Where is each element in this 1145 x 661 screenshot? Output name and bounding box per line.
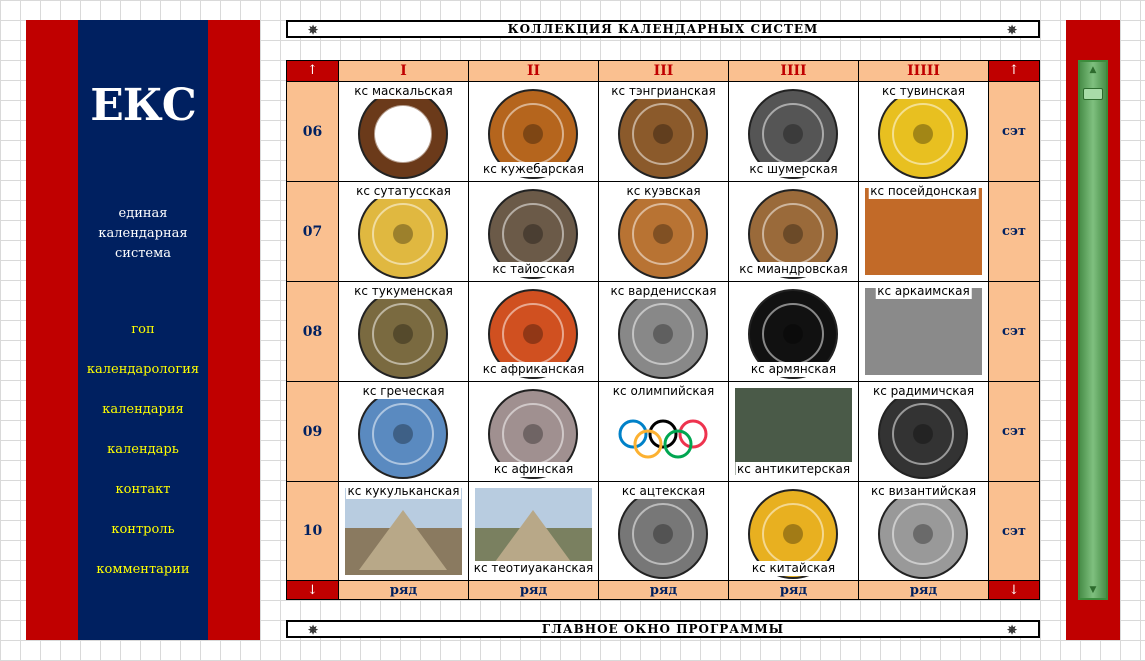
row-set-button[interactable]: сэт — [989, 82, 1039, 181]
calendar-system-tile[interactable]: кс олимпийская — [599, 382, 728, 481]
calendar-system-tile[interactable]: кс афинская — [469, 382, 598, 481]
tile-caption: кс маскальская — [352, 84, 455, 99]
ornament-icon: ✵ — [1006, 623, 1018, 637]
tile-caption: кс радимичская — [870, 384, 977, 399]
tile-caption: кс африканская — [480, 362, 587, 377]
calendar-system-tile[interactable]: кс варденисская — [599, 282, 728, 381]
tile-caption: кс миандровская — [737, 262, 850, 277]
calendar-system-tile[interactable]: кс кукульканская — [339, 482, 468, 580]
calendar-system-tile[interactable]: кс армянская — [729, 282, 858, 381]
scroll-down-arrow[interactable]: ↓ — [287, 581, 338, 599]
calendar-system-tile[interactable]: кс антикитерская — [729, 382, 858, 481]
tile-caption: кс посейдонская — [868, 184, 979, 199]
calendar-system-tile[interactable]: кс китайская — [729, 482, 858, 580]
header-title: КОЛЛЕКЦИЯ КАЛЕНДАРНЫХ СИСТЕМ — [507, 22, 819, 36]
column-header: III — [599, 61, 728, 81]
tile-caption: кс кукульканская — [345, 484, 462, 499]
row-set-button[interactable]: сэт — [989, 282, 1039, 381]
footer-title: ГЛАВНОЕ ОКНО ПРОГРАММЫ — [541, 622, 785, 636]
ornament-icon: ✵ — [308, 623, 320, 637]
tile-caption: кс сутатусская — [354, 184, 453, 199]
tile-caption: кс афинская — [491, 462, 576, 477]
calendar-system-tile[interactable]: кс посейдонская — [859, 182, 988, 281]
row-set-button[interactable]: сэт — [989, 482, 1039, 580]
calendar-system-tile[interactable]: кс шумерская — [729, 82, 858, 181]
calendar-system-tile[interactable]: кс тайосская — [469, 182, 598, 281]
row-button[interactable]: ряд — [339, 581, 468, 599]
vertical-scrollbar[interactable]: ▲ ▼ — [1078, 60, 1108, 600]
nav-link[interactable]: контакт — [115, 482, 171, 497]
row-label: 08 — [287, 282, 338, 381]
ornament-icon: ✵ — [308, 23, 320, 37]
scroll-up-arrow[interactable]: ↑ — [287, 61, 338, 81]
nav-link[interactable]: календарь — [107, 442, 179, 457]
calendar-system-tile[interactable]: кс радимичская — [859, 382, 988, 481]
tile-caption: кс китайская — [749, 561, 838, 576]
column-header: IIIII — [859, 61, 988, 81]
tile-caption: кс ацтекская — [619, 484, 708, 499]
left-sidebar-panel — [78, 20, 208, 640]
tile-caption: кс олимпийская — [610, 384, 717, 399]
calendar-system-tile[interactable]: кс тувинская — [859, 82, 988, 181]
tile-caption: кс византийская — [868, 484, 979, 499]
calendar-system-tile[interactable]: кс африканская — [469, 282, 598, 381]
header-title-bar: ✵ КОЛЛЕКЦИЯ КАЛЕНДАРНЫХ СИСТЕМ ✵ — [286, 20, 1040, 38]
calendar-system-tile[interactable]: кс тэнгрианская — [599, 82, 728, 181]
calendar-system-tile[interactable]: кс византийская — [859, 482, 988, 580]
column-header: IIII — [729, 61, 858, 81]
tile-caption: кс кужебарская — [481, 162, 586, 177]
row-button[interactable]: ряд — [599, 581, 728, 599]
calendar-system-tile[interactable]: кс маскальская — [339, 82, 468, 181]
ornament-icon: ✵ — [1006, 23, 1018, 37]
scroll-up-arrow[interactable]: ↑ — [989, 61, 1039, 81]
tile-caption: кс антикитерская — [734, 462, 853, 477]
row-set-button[interactable]: сэт — [989, 182, 1039, 281]
tile-caption: кс куэвская — [624, 184, 703, 199]
tile-caption: кс теотиуаканская — [471, 561, 596, 576]
nav-link[interactable]: комментарии — [96, 562, 190, 577]
calendar-system-tile[interactable]: кс миандровская — [729, 182, 858, 281]
scroll-thumb[interactable] — [1083, 88, 1103, 100]
tile-caption: кс варденисская — [608, 284, 719, 299]
row-button[interactable]: ряд — [859, 581, 988, 599]
nav-link[interactable]: календария — [102, 402, 184, 417]
scroll-up-button[interactable]: ▲ — [1089, 65, 1097, 75]
column-header: II — [469, 61, 598, 81]
calendar-system-tile[interactable]: кс аркаимская — [859, 282, 988, 381]
tile-caption: кс тувинская — [880, 84, 967, 99]
row-label: 07 — [287, 182, 338, 281]
tile-caption: кс шумерская — [747, 162, 840, 177]
calendar-system-tile[interactable]: кс теотиуаканская — [469, 482, 598, 580]
tile-caption: кс армянская — [748, 362, 839, 377]
tile-caption: кс греческая — [360, 384, 447, 399]
row-label: 06 — [287, 82, 338, 181]
tile-caption: кс аркаимская — [875, 284, 972, 299]
row-button[interactable]: ряд — [469, 581, 598, 599]
scroll-down-button[interactable]: ▼ — [1089, 585, 1097, 595]
sidebar-nav: гоп календарология календария календарь конт… — [78, 320, 208, 600]
tile-caption: кс тэнгрианская — [609, 84, 718, 99]
row-button[interactable]: ряд — [729, 581, 858, 599]
calendar-system-tile[interactable]: кс сутатусская — [339, 182, 468, 281]
calendar-systems-grid: ↑ I II III IIII IIIII ↑ 06 кс маскальская кс куже… — [286, 60, 1040, 600]
app-tagline: единая календарная система — [98, 206, 188, 261]
calendar-system-tile[interactable]: кс куэвская — [599, 182, 728, 281]
calendar-system-tile[interactable]: кс ацтекская — [599, 482, 728, 580]
calendar-system-tile[interactable]: кс греческая — [339, 382, 468, 481]
nav-link[interactable]: календарология — [86, 362, 200, 377]
footer-title-bar: ✵ ГЛАВНОЕ ОКНО ПРОГРАММЫ ✵ — [286, 620, 1040, 638]
column-header: I — [339, 61, 468, 81]
tile-caption: кс тукуменская — [352, 284, 455, 299]
tile-caption: кс тайосская — [490, 262, 577, 277]
nav-link[interactable]: контроль — [111, 522, 175, 537]
row-label: 09 — [287, 382, 338, 481]
calendar-system-tile[interactable]: кс кужебарская — [469, 82, 598, 181]
scroll-down-arrow[interactable]: ↓ — [989, 581, 1039, 599]
row-label: 10 — [287, 482, 338, 580]
app-logo: ЕКС — [90, 80, 197, 131]
calendar-system-tile[interactable]: кс тукуменская — [339, 282, 468, 381]
row-set-button[interactable]: сэт — [989, 382, 1039, 481]
nav-link[interactable]: гоп — [131, 322, 155, 337]
